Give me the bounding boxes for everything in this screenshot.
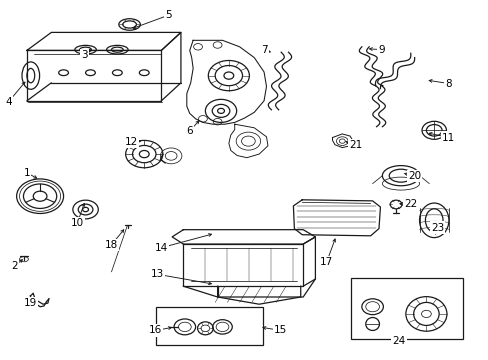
- Text: 3: 3: [81, 50, 87, 60]
- Text: 13: 13: [150, 269, 164, 279]
- Text: 2: 2: [11, 261, 18, 271]
- Text: 11: 11: [441, 132, 455, 143]
- Bar: [155, 307, 263, 345]
- Text: 6: 6: [186, 126, 193, 136]
- Text: 4: 4: [5, 96, 12, 107]
- Text: 21: 21: [348, 140, 362, 150]
- Text: 23: 23: [430, 222, 444, 233]
- Text: 20: 20: [407, 171, 420, 181]
- Text: 10: 10: [71, 218, 83, 228]
- Text: 24: 24: [391, 336, 405, 346]
- Text: 22: 22: [403, 199, 417, 210]
- Text: 18: 18: [104, 240, 118, 250]
- Text: 17: 17: [319, 257, 333, 267]
- Text: 14: 14: [154, 243, 168, 253]
- Text: 7: 7: [260, 45, 267, 55]
- Text: 8: 8: [445, 78, 451, 89]
- Text: 15: 15: [273, 325, 287, 336]
- Text: 19: 19: [23, 298, 37, 308]
- Text: 12: 12: [124, 137, 138, 147]
- Text: 5: 5: [165, 10, 172, 20]
- Text: 9: 9: [377, 45, 384, 55]
- Bar: [350, 278, 462, 339]
- Text: 16: 16: [148, 325, 162, 336]
- Text: 1: 1: [23, 168, 30, 178]
